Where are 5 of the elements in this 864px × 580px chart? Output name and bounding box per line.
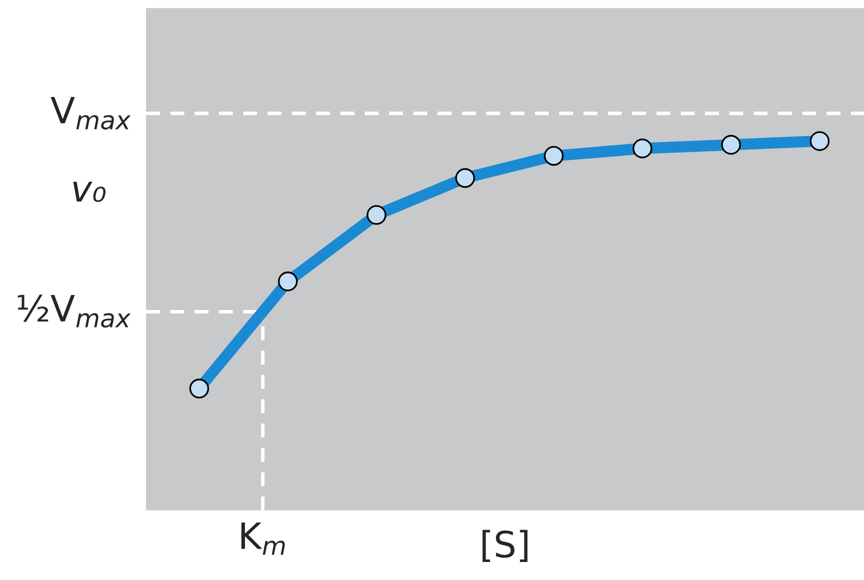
- ref-line-label: V$_{max}$: [50, 96, 131, 130]
- annotation: K$_{m}$: [241, 522, 285, 555]
- y-axis-title: v₀: [73, 182, 106, 202]
- x-axis-title: [S]: [482, 530, 528, 562]
- ref-line-label: ½V$_{max}$: [18, 294, 131, 328]
